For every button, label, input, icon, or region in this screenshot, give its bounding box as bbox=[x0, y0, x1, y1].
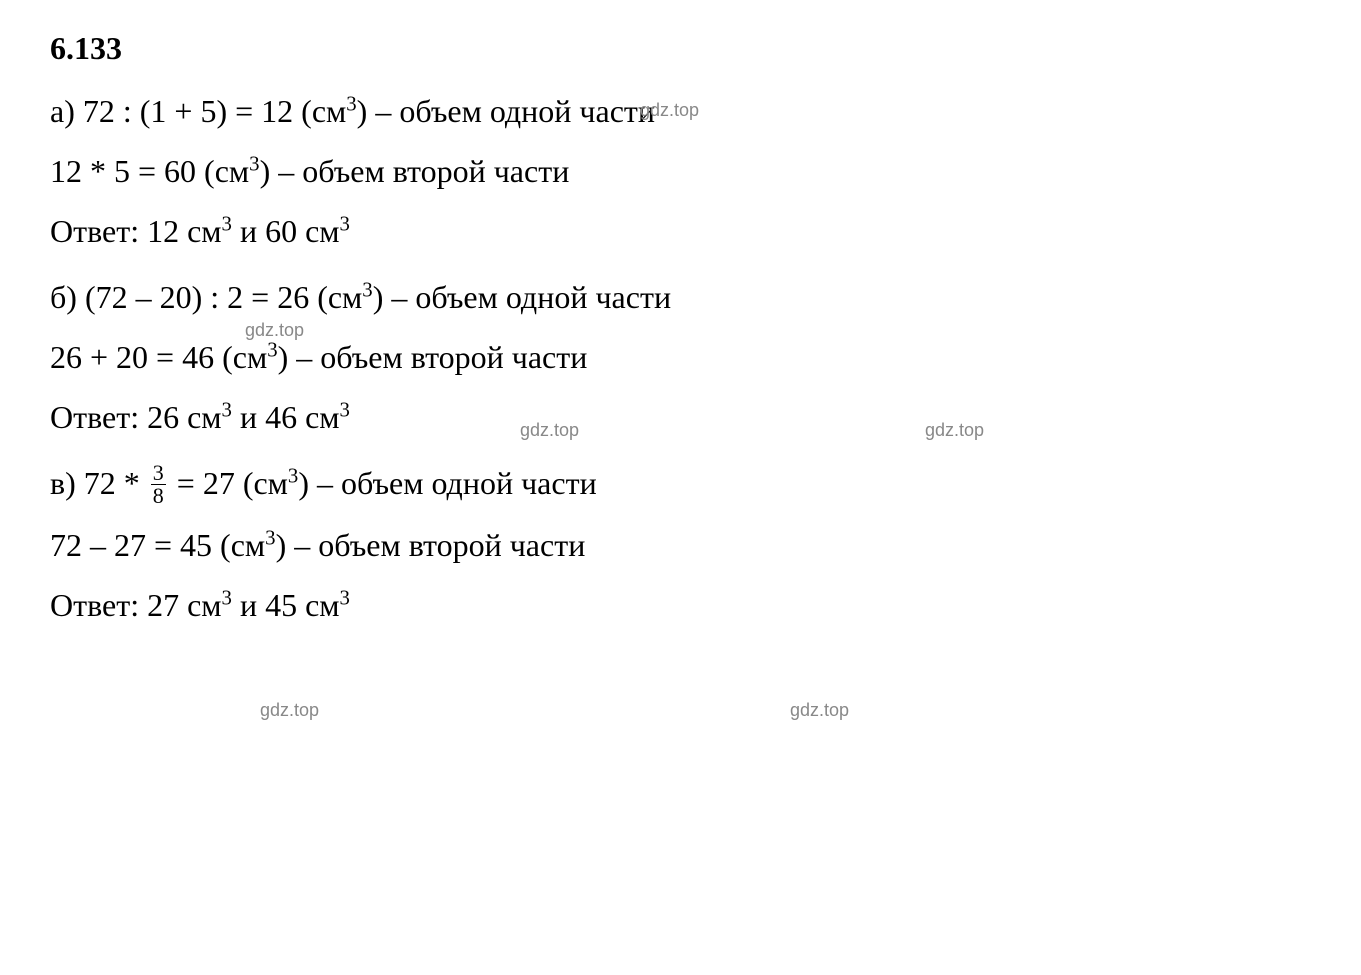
watermark: gdz.top bbox=[260, 700, 319, 721]
text: 27 см bbox=[147, 587, 221, 623]
text: 12 см bbox=[147, 213, 221, 249]
watermark: gdz.top bbox=[925, 420, 984, 441]
fraction-denominator: 8 bbox=[151, 484, 166, 507]
text: 12 * 5 = 60 (см bbox=[50, 153, 249, 189]
text: (72 – 20) : 2 = 26 (см bbox=[77, 279, 362, 315]
section-b-line1: б) (72 – 20) : 2 = 26 (см3) – объем одно… bbox=[50, 273, 1311, 321]
superscript: 3 bbox=[340, 212, 350, 235]
section-v-line1: в) 72 * 38 = 27 (см3) – объем одной част… bbox=[50, 459, 1311, 509]
text: и 60 см bbox=[232, 213, 340, 249]
superscript: 3 bbox=[222, 212, 232, 235]
text: ) – объем одной части bbox=[298, 465, 596, 501]
text: 26 + 20 = 46 (см bbox=[50, 339, 267, 375]
superscript: 3 bbox=[362, 278, 372, 301]
fraction-numerator: 3 bbox=[151, 462, 166, 484]
text: ) – объем второй части bbox=[260, 153, 570, 189]
section-v-line2: 72 – 27 = 45 (см3) – объем второй части bbox=[50, 521, 1311, 569]
superscript: 3 bbox=[288, 464, 298, 487]
text: 72 * bbox=[76, 465, 148, 501]
text: 26 см bbox=[147, 399, 221, 435]
section-a-answer: Ответ: 12 см3 и 60 см3 bbox=[50, 207, 1311, 255]
text: 72 – 27 = 45 (см bbox=[50, 527, 265, 563]
watermark: gdz.top bbox=[245, 320, 304, 341]
superscript: 3 bbox=[222, 398, 232, 421]
superscript: 3 bbox=[249, 152, 259, 175]
answer-label: Ответ: bbox=[50, 213, 147, 249]
text: ) – объем второй части bbox=[276, 527, 586, 563]
watermark: gdz.top bbox=[520, 420, 579, 441]
watermark: gdz.top bbox=[790, 700, 849, 721]
section-b-label: б) bbox=[50, 279, 77, 315]
superscript: 3 bbox=[265, 527, 275, 550]
problem-number: 6.133 bbox=[50, 30, 1311, 67]
fraction: 38 bbox=[151, 462, 166, 507]
section-v-label: в) bbox=[50, 465, 76, 501]
superscript: 3 bbox=[346, 92, 356, 115]
watermark: gdz.top bbox=[640, 100, 699, 121]
text: 72 : (1 + 5) = 12 (см bbox=[75, 93, 346, 129]
section-b-line2: 26 + 20 = 46 (см3) – объем второй части bbox=[50, 333, 1311, 381]
superscript: 3 bbox=[340, 398, 350, 421]
answer-label: Ответ: bbox=[50, 399, 147, 435]
text: ) – объем второй части bbox=[278, 339, 588, 375]
answer-label: Ответ: bbox=[50, 587, 147, 623]
text: и 45 см bbox=[232, 587, 340, 623]
text: = 27 (см bbox=[169, 465, 288, 501]
section-a-line2: 12 * 5 = 60 (см3) – объем второй части bbox=[50, 147, 1311, 195]
section-a-label: а) bbox=[50, 93, 75, 129]
text: ) – объем одной части bbox=[357, 93, 655, 129]
section-b-answer: Ответ: 26 см3 и 46 см3 bbox=[50, 393, 1311, 441]
superscript: 3 bbox=[222, 587, 232, 610]
section-v-answer: Ответ: 27 см3 и 45 см3 bbox=[50, 581, 1311, 629]
superscript: 3 bbox=[267, 338, 277, 361]
text: и 46 см bbox=[232, 399, 340, 435]
text: ) – объем одной части bbox=[373, 279, 671, 315]
superscript: 3 bbox=[340, 587, 350, 610]
content-wrapper: gdz.top gdz.top gdz.top gdz.top gdz.top … bbox=[50, 30, 1311, 629]
